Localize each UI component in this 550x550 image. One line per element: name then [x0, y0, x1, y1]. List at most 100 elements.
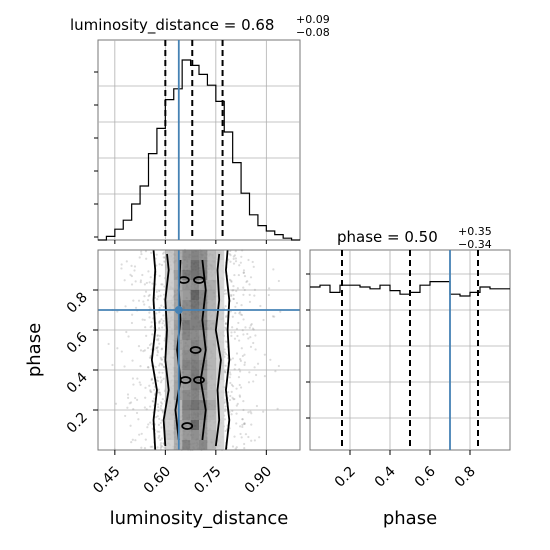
joint-sample-point [248, 326, 251, 329]
joint-truth-point [174, 306, 183, 314]
joint-sample-point [140, 432, 143, 435]
joint-sample-point [256, 362, 260, 365]
joint-sample-point [230, 280, 233, 283]
joint-sample-point [254, 334, 257, 337]
joint-sample-point [130, 264, 133, 267]
joint-sample-point [144, 386, 147, 389]
joint-density-cell [165, 420, 174, 430]
joint-sample-point [247, 411, 250, 414]
joint-sample-point [152, 382, 155, 385]
joint-sample-point [151, 400, 155, 403]
joint-sample-point [150, 390, 153, 394]
joint-sample-point [230, 279, 233, 282]
joint-sample-point [162, 314, 165, 317]
joint-sample-point [241, 329, 244, 332]
joint-sample-point [241, 425, 244, 429]
joint-sample-point [158, 391, 161, 394]
joint-sample-point [229, 260, 232, 263]
joint-sample-point [150, 321, 153, 324]
joint-sample-point [156, 403, 160, 406]
joint-sample-point [162, 252, 165, 255]
joint-sample-point [156, 346, 159, 349]
joint-sample-point [232, 289, 235, 292]
joint-sample-point [223, 418, 227, 421]
joint-sample-point [156, 334, 159, 337]
joint-sample-point [128, 402, 131, 405]
joint-sample-point [161, 397, 164, 401]
joint-sample-point [145, 281, 148, 285]
joint-density-cell [199, 440, 208, 450]
joint-sample-point [159, 438, 162, 442]
joint-sample-point [239, 386, 243, 389]
joint-sample-point [239, 370, 242, 373]
joint-sample-point [268, 287, 271, 290]
joint-sample-point [243, 442, 246, 446]
joint-sample-point [267, 293, 270, 297]
joint-contour-outer-right [225, 249, 231, 451]
joint-density-cell [165, 430, 174, 440]
joint-sample-point [143, 295, 146, 298]
joint-density-cell [207, 340, 216, 350]
joint-sample-point [148, 343, 152, 347]
joint-sample-point [160, 362, 163, 366]
joint-density-cell [190, 430, 199, 440]
joint-sample-point [162, 442, 165, 445]
joint-sample-point [225, 314, 228, 317]
joint-sample-point [163, 339, 166, 342]
joint-sample-point [235, 289, 238, 293]
phase-title-param: phase [337, 228, 382, 246]
joint-sample-point [248, 300, 252, 304]
joint-sample-point [160, 402, 164, 405]
joint-sample-point [230, 383, 234, 386]
joint-density-cell [182, 270, 191, 280]
joint-sample-point [145, 408, 148, 411]
joint-sample-point [149, 445, 152, 448]
joint-sample-point [142, 350, 145, 353]
joint-sample-point [140, 250, 143, 253]
joint-sample-point [247, 435, 250, 439]
joint-sample-point [145, 334, 148, 337]
joint-density-cell [182, 280, 191, 290]
joint-sample-point [242, 400, 245, 403]
joint-sample-point [242, 271, 245, 274]
joint-density-cell [215, 390, 225, 400]
joint-sample-point [223, 409, 227, 413]
joint-sample-point [151, 282, 154, 285]
joint-density-cell [190, 340, 199, 350]
joint-sample-point [150, 348, 153, 351]
joint-sample-point [255, 404, 259, 408]
joint-sample-point [151, 445, 154, 448]
joint-density-cell [199, 290, 208, 300]
joint-y-tick-label-0: 0.2 [64, 410, 91, 437]
joint-density-cell [199, 250, 208, 260]
joint-sample-point [151, 399, 154, 403]
joint-sample-point [120, 267, 123, 270]
joint-sample-point [150, 377, 154, 380]
joint-sample-point [232, 398, 235, 401]
joint-sample-point [145, 257, 148, 260]
joint-sample-point [243, 363, 246, 366]
joint-density-cell [190, 320, 199, 330]
joint-sample-point [125, 330, 128, 334]
joint-sample-point [130, 283, 134, 286]
phase-x-tick-label-1: 0.4 [372, 463, 399, 490]
joint-sample-point [150, 342, 153, 345]
joint-sample-point [152, 388, 156, 391]
joint-sample-point [148, 305, 151, 309]
joint-sample-point [230, 413, 233, 416]
joint-density-cell [182, 330, 191, 340]
joint-density-cell [190, 440, 199, 450]
joint-sample-point [161, 283, 164, 286]
joint-sample-point [273, 315, 276, 318]
phase-title-plus: +0.35 [458, 225, 492, 238]
joint-sample-point [234, 447, 237, 450]
joint-sample-point [159, 401, 163, 404]
joint-sample-point [147, 294, 150, 298]
joint-sample-point [156, 415, 159, 418]
joint-sample-point [235, 387, 238, 390]
joint-sample-point [224, 364, 227, 367]
joint-sample-point [244, 433, 248, 436]
joint-sample-point [224, 292, 227, 295]
joint-sample-point [163, 285, 166, 288]
joint-sample-point [120, 350, 123, 353]
